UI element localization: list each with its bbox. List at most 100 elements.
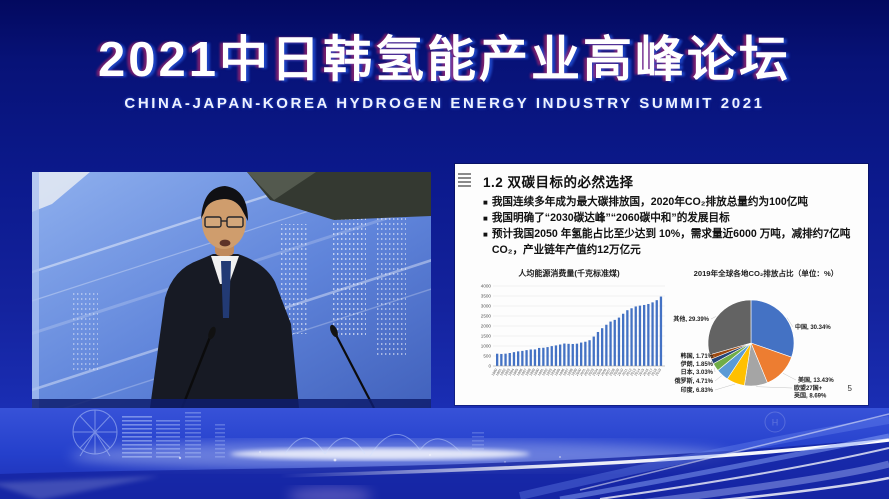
pie-chart-title: 2019年全球各地CO₂排放占比（单位：%） (693, 269, 839, 278)
bar (584, 341, 587, 366)
light-glow-core (230, 448, 530, 460)
lens-flare (288, 487, 372, 499)
x-tick-label: 1995 (554, 368, 562, 377)
roller-coaster-icon (369, 433, 463, 457)
pie-slice (707, 299, 752, 356)
presentation-slide: 1.2 双碳目标的必然选择 ■ 我国连续多年成为最大碳排放国，2020年CO₂排… (455, 164, 868, 405)
screen-edge-strip (32, 172, 39, 408)
y-tick-label: 2500 (481, 314, 492, 319)
swoosh-line (279, 438, 889, 478)
bar (500, 353, 503, 366)
x-tick-label: 2004 (592, 368, 600, 377)
screen-data-columns (72, 206, 406, 372)
bar (567, 343, 570, 366)
speaker-video-illustration (32, 172, 431, 408)
bar (571, 343, 574, 366)
x-tick-label: 1987 (520, 368, 528, 377)
x-tick-label: 1999 (571, 368, 579, 377)
y-tick-label: 1000 (481, 344, 492, 349)
watermark-circle (764, 411, 786, 433)
x-tick-label: 1986 (516, 368, 524, 377)
bar (550, 346, 553, 366)
slide-bullet: ■ 我国明确了“2030碳达峰”“2060碳中和”的发展目标 (483, 211, 857, 227)
bar (508, 353, 511, 366)
y-tick-label: 3000 (481, 304, 492, 309)
bar (622, 313, 625, 366)
pie-label: 俄罗斯, 4.71% (674, 377, 714, 385)
speaker-face (202, 195, 246, 249)
bar (596, 331, 600, 366)
bar (638, 305, 642, 366)
bullet-square-icon: ■ (483, 213, 488, 223)
watermark-badge: H (764, 411, 786, 433)
slide-bullet: ■ 我国连续多年成为最大碳排放国，2020年CO₂排放总量约为100亿吨 (483, 195, 857, 211)
bar (634, 306, 637, 366)
bar (580, 342, 583, 366)
pie-label: 中国, 30.34% (795, 323, 831, 331)
pie-label: 美国, 13.43% (797, 376, 834, 384)
bar (525, 350, 528, 366)
y-tick-label: 500 (483, 354, 491, 359)
bar (575, 343, 579, 366)
bottom-decoration: H (0, 408, 889, 499)
bar (546, 347, 549, 366)
x-tick-label: 1988 (524, 368, 532, 377)
event-title: 2021中日韩氢能产业高峰论坛 (97, 33, 791, 87)
bar (617, 317, 621, 366)
y-tick-label: 2000 (481, 324, 492, 329)
x-tick-label: 1980 (491, 368, 499, 377)
bar (592, 336, 595, 366)
bar (563, 343, 566, 366)
x-tick-label: 2016 (642, 368, 650, 377)
leader-line (786, 317, 794, 328)
bar (609, 321, 612, 366)
speaker-suit (150, 254, 299, 408)
cityscape-silhouette (72, 409, 484, 458)
bar (651, 302, 654, 366)
x-tick-label: 2007 (604, 368, 612, 377)
x-tick-label: 1991 (537, 368, 545, 377)
bar (647, 303, 650, 366)
bar (521, 350, 524, 366)
x-tick-label: 2000 (575, 368, 583, 377)
building-icon (156, 420, 180, 458)
x-tick-label: 2005 (596, 368, 604, 377)
watermark-letter: H (772, 418, 779, 428)
pie-chart-plot: 中国, 30.34% 美国, 13.43%欧盟27国+英国, 8.69% 印度, 6… (673, 299, 834, 400)
sparkle-dots (178, 451, 562, 463)
leader-line (710, 316, 716, 320)
x-tick-label: 1993 (545, 368, 553, 377)
bar-chart-plot: 0 500 1000 1500 2000 2500 3000 3500 4000 19801981… (481, 284, 665, 377)
x-tick-label: 2017 (646, 368, 654, 377)
bar (588, 340, 591, 366)
x-tick-label: 1992 (541, 368, 549, 377)
bullet-text: 我国明确了“2030碳达峰”“2060碳中和”的发展目标 (491, 211, 730, 224)
building-icon (185, 410, 201, 458)
bar (554, 345, 558, 366)
bar (643, 304, 646, 366)
bar (517, 351, 520, 366)
pie-slice (750, 299, 795, 358)
y-tick-label: 3500 (481, 294, 492, 299)
bar (533, 349, 537, 366)
podium-microphones (180, 324, 375, 408)
x-tick-label: 2002 (583, 368, 591, 377)
pie-label: 其他, 29.39% (673, 315, 709, 323)
leader-line (711, 361, 716, 365)
leader-line (756, 386, 793, 389)
bar (529, 349, 532, 366)
x-tick-label: 1990 (533, 368, 541, 377)
screen-corner-panel (32, 172, 90, 212)
slide-bullet: ■ 预计我国2050 年氢能占比至少达到 10%，需求量近6000 万吨，减排约… (483, 227, 857, 259)
x-tick-label: 2019 (655, 368, 663, 377)
x-tick-label: 2006 (600, 368, 608, 377)
x-tick-label: 2008 (608, 368, 616, 377)
bridge-arches-icon (284, 437, 366, 455)
y-tick-label: 4000 (481, 284, 492, 289)
bullet-text: 预计我国2050 年氢能占比至少达到 10%，需求量近6000 万吨，减排约7亿… (491, 227, 851, 256)
leader-line (782, 373, 797, 381)
speaker-figure (150, 186, 299, 408)
bar (655, 300, 658, 366)
energy-consumption-bar-chart: 人均能源消费量(千克标准煤) 0 500 1000 1500 2000 2500 3000 3… (467, 268, 671, 397)
